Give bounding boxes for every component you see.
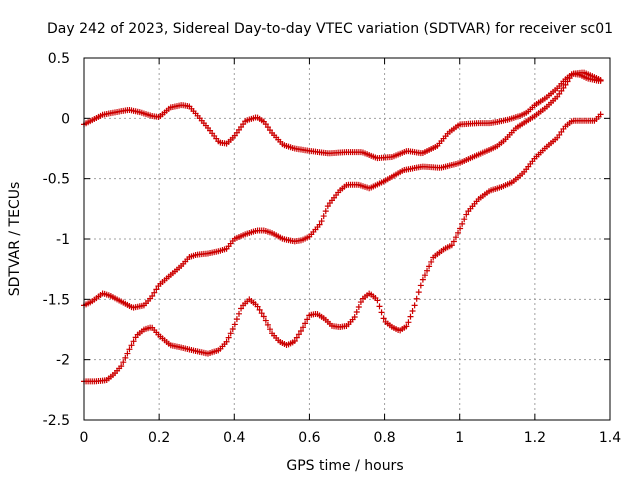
data-point: [120, 359, 127, 366]
data-point: [229, 326, 236, 333]
data-point: [378, 309, 385, 316]
data-point: [254, 303, 261, 310]
data-point: [566, 75, 573, 82]
data-point: [128, 342, 135, 349]
y-tick-label: 0: [61, 111, 70, 127]
data-point: [448, 242, 455, 249]
data-point: [260, 313, 267, 320]
data-point: [233, 316, 240, 323]
data-point: [118, 363, 125, 370]
data-point: [130, 338, 137, 345]
data-point: [461, 216, 468, 223]
data-point: [452, 234, 459, 241]
data-point: [413, 295, 420, 302]
data-point: [300, 324, 307, 331]
data-point: [302, 320, 309, 327]
data-point: [597, 77, 604, 84]
x-tick-label: 1.2: [524, 430, 546, 446]
y-tick-label: -1: [56, 232, 70, 248]
data-point: [122, 354, 129, 361]
x-axis-label: GPS time / hours: [286, 458, 403, 474]
x-tick-label: 0.4: [223, 430, 245, 446]
data-point: [324, 203, 331, 210]
data-point: [297, 328, 304, 335]
data-point: [264, 321, 271, 328]
data-point: [151, 289, 158, 296]
x-tick-label: 0: [80, 430, 89, 446]
y-axis-label: SDTVAR / TECUs: [7, 182, 23, 297]
data-point: [463, 211, 470, 218]
data-point: [355, 304, 362, 311]
data-point: [376, 303, 383, 310]
data-point: [238, 305, 245, 312]
data-point: [419, 276, 426, 283]
data-point: [295, 331, 302, 338]
data-point: [450, 238, 457, 245]
data-point: [124, 350, 131, 357]
chart-title: Day 242 of 2023, Sidereal Day-to-day VTE…: [47, 21, 613, 37]
x-tick-label: 0.2: [148, 430, 170, 446]
data-point: [424, 267, 431, 274]
axis-ticks: 0 0.2 0.4 0.6 0.8 1 1.2 1.4 0.5 0 -0.5 -1 -1.5 -2 -2.5: [43, 51, 622, 446]
data-point: [291, 337, 298, 344]
data-point: [262, 317, 269, 324]
data-point: [428, 258, 435, 265]
series-1: [81, 70, 604, 162]
data-point: [457, 225, 464, 232]
data-point: [353, 309, 360, 316]
data-point: [316, 221, 323, 228]
plot-frame: [83, 57, 611, 421]
series-3: [81, 111, 604, 385]
data-point: [256, 306, 263, 313]
data-point: [231, 321, 238, 328]
x-tick-label: 0.8: [373, 430, 395, 446]
data-point: [409, 308, 416, 315]
y-tick-label: -1.5: [43, 292, 70, 308]
data-point: [126, 346, 133, 353]
data-point: [225, 334, 232, 341]
data-point: [459, 220, 466, 227]
y-tick-label: -0.5: [43, 172, 70, 188]
data-point: [421, 272, 428, 279]
data-point: [405, 319, 412, 326]
y-tick-label: -2.5: [43, 413, 70, 429]
data-point: [415, 289, 422, 296]
data-point: [426, 263, 433, 270]
data-point: [455, 229, 462, 236]
data-point: [407, 313, 414, 320]
x-tick-label: 1: [455, 430, 464, 446]
data-point: [564, 78, 571, 85]
data-point: [153, 286, 160, 293]
x-tick-label: 1.4: [599, 430, 621, 446]
data-point: [403, 323, 410, 330]
x-tick-label: 0.6: [298, 430, 320, 446]
data-point: [560, 84, 567, 91]
data-point: [357, 299, 364, 306]
data-point: [258, 310, 265, 317]
series-2: [81, 69, 604, 311]
data-point: [320, 213, 327, 220]
y-tick-label: 0.5: [48, 51, 70, 67]
data-point: [351, 313, 358, 320]
data-point: [223, 338, 230, 345]
data-point: [562, 81, 569, 88]
y-tick-label: -2: [56, 353, 70, 369]
data-point: [318, 218, 325, 225]
data-point: [411, 302, 418, 309]
data-point: [293, 334, 300, 341]
data-point: [374, 297, 381, 304]
data-point: [235, 310, 242, 317]
data-point: [227, 330, 234, 337]
data-point: [266, 326, 273, 333]
data-point: [304, 316, 311, 323]
data-point: [597, 111, 604, 118]
data-points: [81, 69, 604, 385]
data-point: [322, 208, 329, 215]
data-point: [380, 315, 387, 322]
data-point: [417, 282, 424, 289]
data-point: [149, 293, 156, 300]
